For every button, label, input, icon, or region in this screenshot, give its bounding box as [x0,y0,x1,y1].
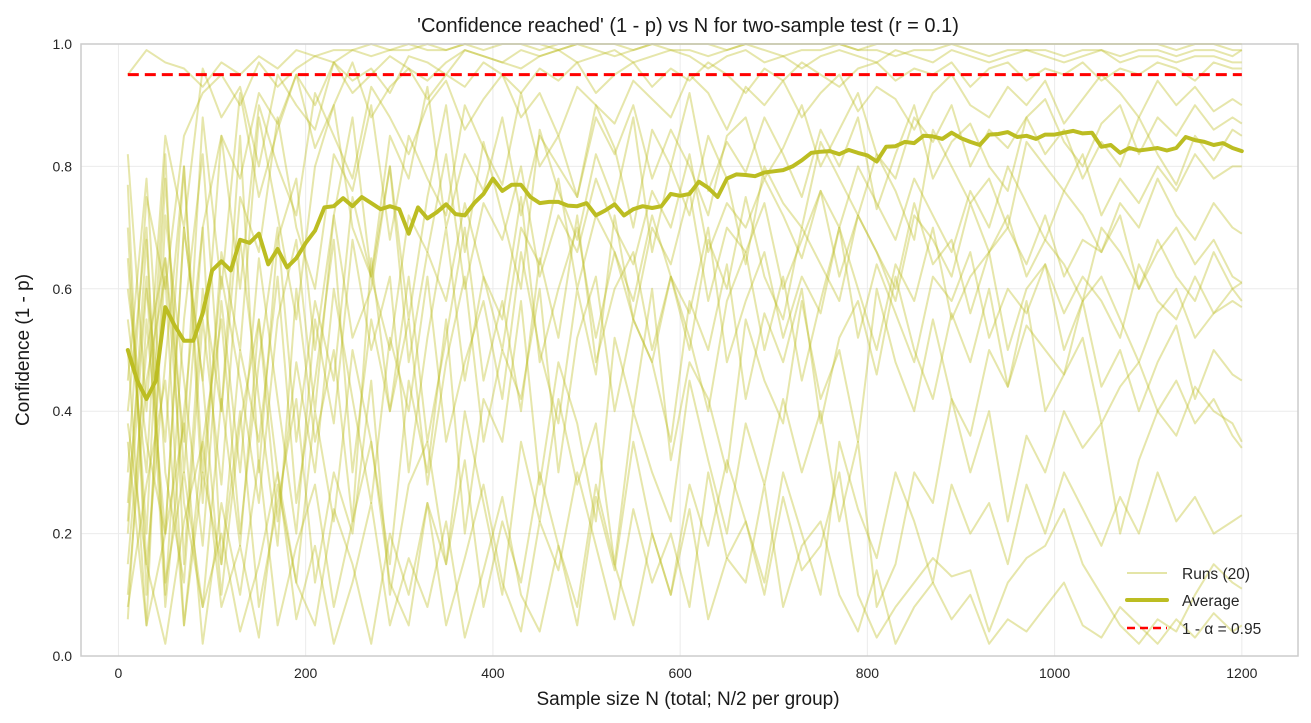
y-tick-label: 0.6 [53,281,73,297]
y-tick-label: 0.0 [53,648,73,664]
run-line-10 [126,153,1243,627]
plot-frame [80,43,1299,657]
legend-average-label: Average [1182,593,1239,610]
y-tick-label: 0.8 [53,158,73,174]
x-tick-label: 600 [668,665,692,681]
run-line-12 [126,196,1243,627]
x-tick-label: 400 [481,665,505,681]
y-tick-label: 1.0 [53,36,73,52]
x-tick-label: 0 [115,665,123,681]
x-tick-label: 1000 [1039,665,1070,681]
average-line [125,128,1244,401]
y-axis-ticks: 0.0 0.2 0.4 0.6 0.8 1.0 [53,36,73,664]
x-axis-label: Sample size N (total; N/2 per group) [536,689,839,710]
run-line-3 [126,43,1243,413]
run-line-13 [126,214,1243,608]
legend-threshold-label: 1 - α = 0.95 [1182,621,1261,638]
run-line-19 [126,423,1243,645]
run-line-14 [126,214,1243,596]
run-line-20 [126,238,1243,645]
legend: Runs (20) Average 1 - α = 0.95 [1125,566,1261,638]
y-tick-label: 0.2 [53,526,73,542]
run-line-9 [126,104,1242,566]
run-line-4 [126,49,1242,620]
x-axis-ticks: 0 200 400 600 800 1000 1200 [115,665,1258,681]
x-tick-label: 200 [294,665,318,681]
x-tick-label: 800 [856,665,880,681]
run-line-15 [126,177,1243,584]
x-tick-label: 1200 [1226,665,1257,681]
y-tick-label: 0.4 [53,403,73,419]
run-line-18 [126,349,1243,645]
chart-title: 'Confidence reached' (1 - p) vs N for tw… [417,15,959,37]
legend-runs-label: Runs (20) [1182,566,1250,583]
run-line-17 [126,379,1243,627]
run-line-8 [126,85,1243,534]
y-axis-label: Confidence (1 - p) [13,274,34,426]
run-line-16 [126,257,1243,608]
average-series-group [125,128,1244,401]
run-line-7 [126,92,1243,596]
